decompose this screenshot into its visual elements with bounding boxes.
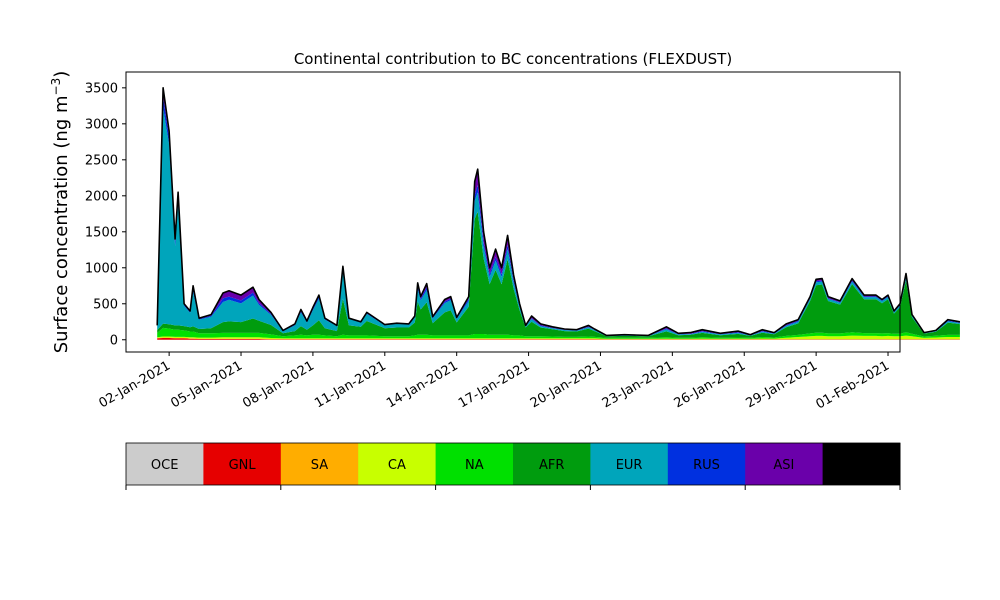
x-tick-label: 11-Jan-2021 bbox=[312, 358, 389, 411]
legend-label-aus: AUS bbox=[848, 458, 875, 473]
legend-label-sa: SA bbox=[311, 458, 328, 473]
legend-label-ca: CA bbox=[388, 458, 406, 473]
area-gnl bbox=[157, 338, 960, 340]
plot-frame bbox=[125, 71, 901, 353]
legend-label-afr: AFR bbox=[539, 458, 564, 473]
legend-label-rus: RUS bbox=[693, 458, 720, 473]
chart-title: Continental contribution to BC concentra… bbox=[294, 50, 732, 68]
y-axis-label-exponent: −3 bbox=[49, 78, 63, 96]
y-axis-label: Surface concentration (ng m−3) bbox=[49, 71, 72, 354]
y-tick-label: 500 bbox=[93, 297, 118, 312]
legend-label-eur: EUR bbox=[616, 458, 643, 473]
total-line-layer bbox=[156, 87, 961, 337]
y-tick-label: 0 bbox=[110, 333, 118, 348]
y-axis-label-main: Surface concentration (ng m bbox=[51, 95, 72, 353]
x-tick-label: 02-Jan-2021 bbox=[97, 358, 174, 411]
area-na bbox=[157, 327, 960, 339]
area-afr bbox=[157, 211, 960, 338]
legend-label-na: NA bbox=[465, 458, 484, 473]
x-tick-label: 14-Jan-2021 bbox=[384, 358, 461, 411]
legend-swatch-sa bbox=[280, 443, 359, 485]
x-tick-label: 01-Feb-2021 bbox=[813, 358, 892, 412]
legend-swatch-na bbox=[435, 443, 514, 485]
y-axis-ticks: 0 500 1000 1500 2000 2500 3000 3500 bbox=[85, 81, 126, 348]
total-line bbox=[156, 87, 961, 337]
y-tick-label: 2500 bbox=[85, 153, 118, 168]
y-tick-label: 1000 bbox=[85, 261, 118, 276]
y-axis-label-close: ) bbox=[51, 71, 72, 78]
legend-swatch-oce bbox=[126, 443, 204, 485]
x-tick-label: 20-Jan-2021 bbox=[528, 358, 605, 411]
legend-frame bbox=[125, 442, 901, 486]
area-asi bbox=[157, 89, 960, 336]
x-tick-label: 17-Jan-2021 bbox=[456, 358, 533, 411]
area-aus bbox=[157, 87, 960, 336]
legend-swatch-aus bbox=[822, 443, 901, 485]
legend-swatch-afr bbox=[513, 443, 591, 485]
x-axis-ticks: 02-Jan-202105-Jan-202108-Jan-202111-Jan-… bbox=[97, 352, 892, 412]
legend-label-asi: ASI bbox=[773, 458, 794, 473]
y-tick-label: 3500 bbox=[85, 81, 118, 96]
x-tick-label: 08-Jan-2021 bbox=[240, 358, 317, 411]
legend-swatch-gnl bbox=[203, 443, 282, 485]
area-sa bbox=[157, 337, 960, 340]
area-eur bbox=[157, 107, 960, 337]
legend-swatch-eur bbox=[590, 443, 669, 485]
legend-swatch-rus bbox=[667, 443, 746, 485]
area-ca bbox=[157, 335, 960, 340]
stacked-area-series bbox=[157, 87, 960, 340]
x-tick-label: 23-Jan-2021 bbox=[600, 358, 677, 411]
x-tick-label: 29-Jan-2021 bbox=[744, 358, 821, 411]
legend-label-oce: OCE bbox=[151, 458, 179, 473]
legend-swatch-asi bbox=[745, 443, 824, 485]
color-legend: OCE GNL SA CA NA AFR EUR RUS ASI AUS bbox=[125, 442, 901, 490]
y-tick-label: 1500 bbox=[85, 225, 118, 240]
legend-label-gnl: GNL bbox=[229, 458, 257, 473]
y-tick-label: 3000 bbox=[85, 117, 118, 132]
legend-swatch-ca bbox=[358, 443, 437, 485]
x-tick-label: 05-Jan-2021 bbox=[168, 358, 245, 411]
y-tick-label: 2000 bbox=[85, 189, 118, 204]
x-tick-label: 26-Jan-2021 bbox=[672, 358, 749, 411]
